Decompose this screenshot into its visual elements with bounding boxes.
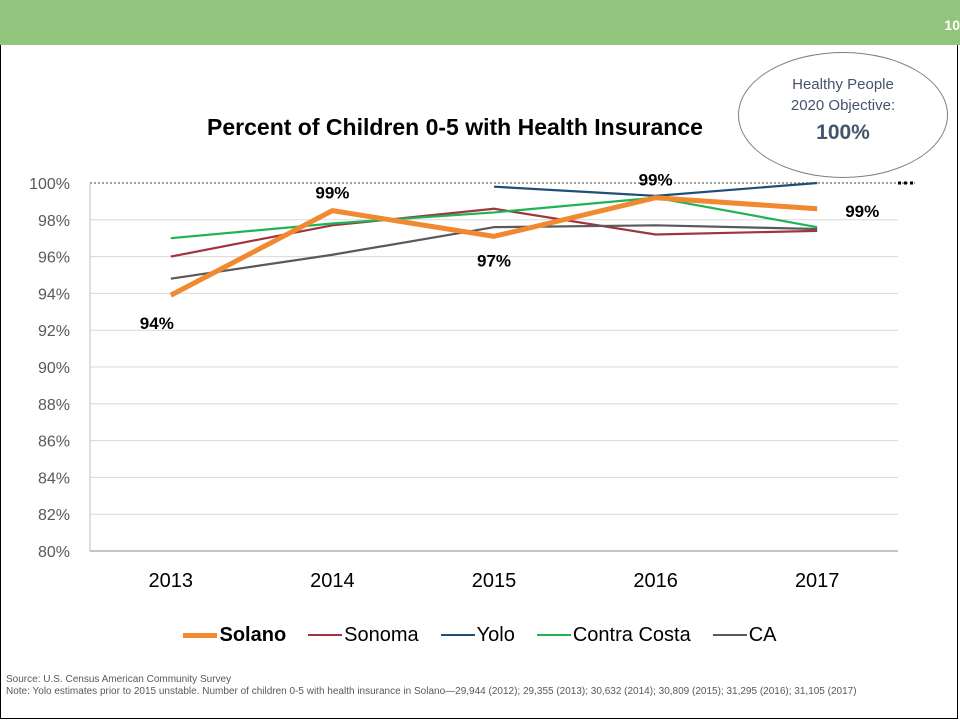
data-label: 94% (140, 314, 174, 333)
legend-item-contra-costa: Contra Costa (536, 623, 691, 647)
x-tick-label: 2017 (795, 570, 840, 592)
legend-swatch (712, 634, 747, 636)
legend-label: Yolo (476, 623, 515, 646)
legend-label: Solano (219, 623, 287, 646)
legend-label: Contra Costa (572, 623, 691, 646)
x-tick-label: 2016 (633, 570, 678, 592)
chart-legend: Solano Sonoma Yolo Contra Costa CA (0, 622, 960, 648)
series-line-ca (170, 224, 818, 280)
objective-callout: Healthy People 2020 Objective: 100% (738, 52, 948, 178)
legend-item-yolo: Yolo (440, 623, 515, 647)
legend-swatch (183, 632, 218, 638)
y-tick-label: 96% (38, 250, 70, 267)
y-tick-label: 100% (29, 176, 70, 193)
data-label: 99% (845, 202, 879, 221)
legend-item-ca: CA (712, 623, 777, 647)
legend-label: Sonoma (344, 623, 419, 646)
callout-line-2: 2020 Objective: (790, 97, 896, 114)
y-tick-label: 80% (38, 544, 70, 561)
y-tick-label: 88% (38, 397, 70, 414)
y-tick-label: 92% (38, 323, 70, 340)
note-text: Note: Yolo estimates prior to 2015 unsta… (6, 686, 857, 697)
legend-swatch (536, 634, 571, 636)
y-tick-label: 84% (38, 470, 70, 487)
legend-swatch (308, 634, 343, 636)
legend-item-solano: Solano (183, 624, 286, 647)
callout-value: 100% (816, 121, 870, 144)
series-line-sonoma (170, 207, 818, 258)
page-number: 10 (944, 17, 960, 33)
y-tick-label: 86% (38, 434, 70, 451)
x-tick-label: 2015 (472, 570, 517, 592)
y-tick-label: 90% (38, 360, 70, 377)
legend-item-sonoma: Sonoma (308, 624, 419, 647)
legend-swatch (440, 634, 475, 636)
x-tick-label: 2014 (310, 570, 355, 592)
legend-label: CA (748, 623, 777, 646)
series-line-solano (169, 195, 818, 298)
series-line-contra-costa (170, 196, 818, 240)
data-label: 99% (315, 184, 349, 203)
source-text: Source: U.S. Census American Community S… (6, 674, 232, 685)
footer-notes: Source: U.S. Census American Community S… (6, 674, 946, 698)
data-label: 97% (477, 251, 511, 270)
x-tick-label: 2013 (149, 570, 194, 592)
y-tick-label: 82% (38, 507, 70, 524)
y-tick-label: 98% (38, 213, 70, 230)
header-bar: 10 (0, 0, 960, 45)
callout-line-1: Healthy People (792, 76, 894, 93)
y-tick-label: 94% (38, 286, 70, 303)
data-label: 99% (639, 171, 673, 190)
chart-title: Percent of Children 0-5 with Health Insu… (207, 114, 703, 140)
